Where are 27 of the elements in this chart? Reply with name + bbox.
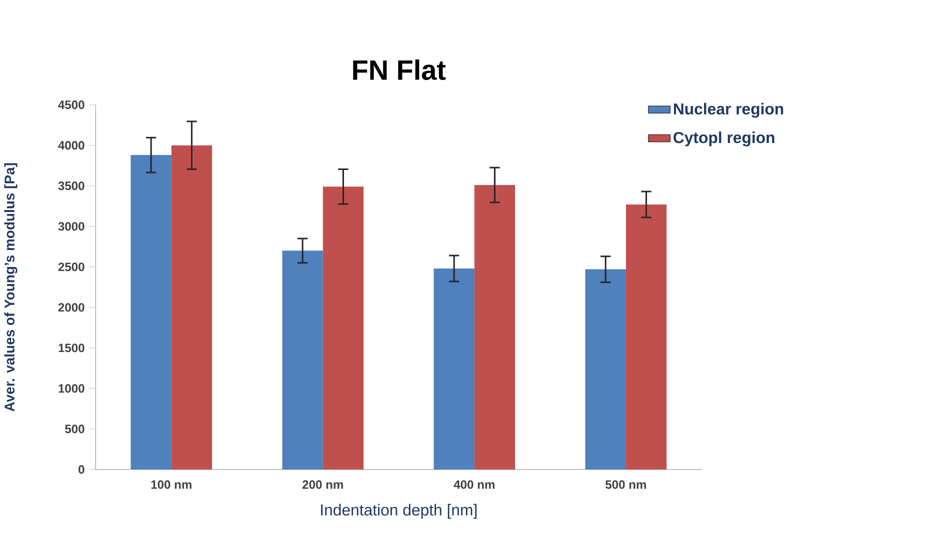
- y-tick-label: 3000: [58, 222, 84, 231]
- x-tick-label: 500 nm: [606, 480, 646, 489]
- legend-label: Nuclear region: [674, 102, 784, 118]
- bar: [130, 154, 172, 470]
- legend-label: Cytopl region: [674, 131, 774, 146]
- bar: [585, 269, 626, 470]
- y-tick-label: 2500: [58, 262, 84, 272]
- y-tick-label: 2000: [58, 303, 84, 312]
- x-tick-label: 200 nm: [302, 480, 343, 489]
- x-tick-label: 400 nm: [454, 480, 494, 489]
- x-tick-label: 100 nm: [151, 480, 192, 489]
- bar: [322, 186, 364, 470]
- y-tick-label: 0: [78, 465, 84, 474]
- y-tick-label: 500: [65, 424, 84, 434]
- y-tick-label: 4500: [58, 100, 84, 110]
- y-tick-label: 1000: [58, 384, 84, 393]
- y-axis-title: Aver. values of Young’s modulus [Pa]: [4, 163, 18, 412]
- bar: [282, 250, 323, 470]
- bar: [626, 204, 667, 470]
- bar: [474, 184, 516, 470]
- x-axis-title: Indentation depth [nm]: [321, 504, 477, 519]
- chart-title: FN Flat: [353, 59, 446, 80]
- y-tick-label: 1500: [58, 344, 84, 352]
- y-tick-label: 3500: [58, 181, 84, 190]
- bar: [434, 268, 474, 470]
- y-tick-label: 4000: [58, 140, 84, 150]
- bar: [171, 145, 212, 470]
